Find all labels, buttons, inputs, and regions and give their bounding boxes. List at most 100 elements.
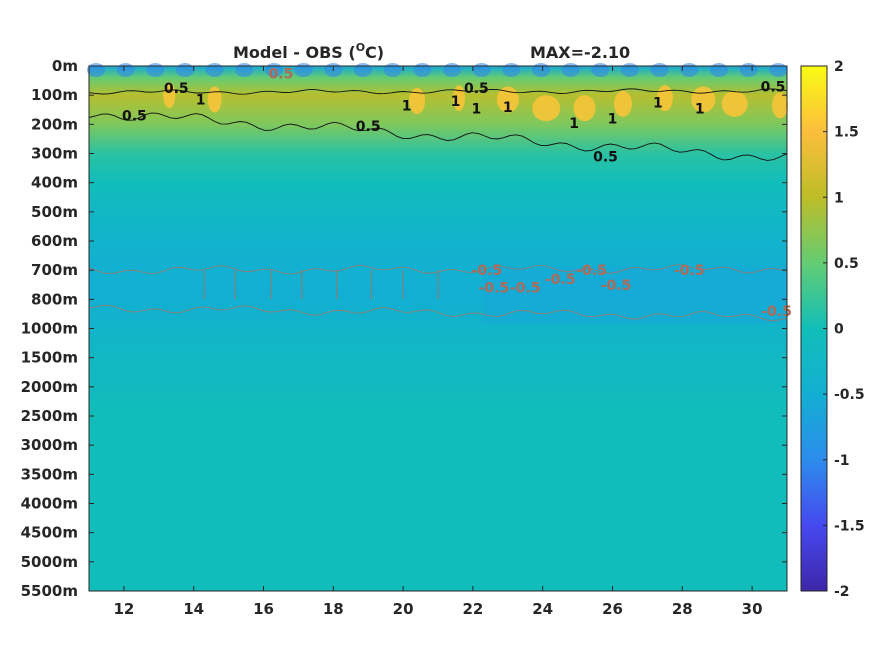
contour-line-0.5-lower (88, 112, 787, 161)
contour-label: 0.5 (593, 149, 618, 165)
x-axis: 12 14 16 18 20 22 24 26 28 30 (113, 66, 763, 618)
contour-label: 0.5 (761, 79, 786, 95)
y-tick-label: 500m (31, 203, 78, 221)
chart-title-main: Model - OBS ( (233, 43, 356, 62)
surface-cold-patch (205, 63, 224, 77)
x-tick-label: 22 (462, 600, 483, 618)
y-tick-label: 600m (31, 232, 78, 250)
y-tick-label: 700m (31, 261, 78, 279)
contour-label: 0.5 (356, 119, 381, 135)
x-tick-label: 26 (602, 600, 623, 618)
y-tick-label: 300m (31, 145, 78, 163)
y-tick-label: 3500m (21, 465, 78, 483)
y-axis: 0m 100m 200m 300m 400m 500m 600m 700m 800m 1000m 1… (21, 57, 787, 600)
contour-label: 1 (608, 112, 618, 128)
surface-cold-patch (413, 63, 432, 77)
colorbar-tick-label: 1 (834, 190, 844, 206)
contour-line-neg-0.5-lower (88, 304, 787, 322)
contour-label: 1 (653, 95, 663, 111)
chart-title-degree-sup: O (356, 41, 365, 54)
surface-cold-patch (294, 63, 313, 77)
surface-cold-patch (442, 63, 461, 77)
colorbar: 2 1.5 1 0.5 0 -0.5 -1 -1.5 -2 (800, 59, 865, 600)
subsurface-cold-patch (483, 267, 787, 323)
contour-label: -0.5 (479, 281, 510, 297)
x-tick-label: 14 (183, 600, 204, 618)
surface-cold-patch (739, 63, 758, 77)
contour-label: -0.5 (576, 263, 607, 279)
contour-label: 0.5 (269, 66, 294, 82)
x-tick-label: 20 (393, 600, 414, 618)
contour-label: -0.5 (674, 263, 705, 279)
contour-label: -0.5 (472, 263, 503, 279)
x-tick-label: 28 (672, 600, 693, 618)
contour-label: -0.5 (601, 278, 632, 294)
contour-label: -0.5 (510, 281, 541, 297)
surface-cold-patch (531, 63, 550, 77)
warm-anomaly-patch (452, 85, 465, 112)
x-tick-label: 30 (742, 600, 763, 618)
surface-cold-patch (86, 63, 105, 77)
y-tick-label: 3000m (21, 436, 78, 454)
y-tick-label: 1000m (21, 320, 78, 338)
colorbar-tick-label: -2 (834, 584, 850, 600)
warm-anomaly-patch (573, 95, 596, 122)
surface-cold-patch (561, 63, 580, 77)
y-tick-label: 400m (31, 174, 78, 192)
y-tick-label: 100m (31, 86, 78, 104)
surface-cold-patch (175, 63, 194, 77)
warm-anomaly-patch (496, 86, 519, 113)
colorbar-ticks: 2 1.5 1 0.5 0 -0.5 -1 -1.5 -2 (823, 59, 865, 600)
surface-cold-patch (472, 63, 491, 77)
surface-cold-patch (680, 63, 699, 77)
contour-line-0.5-upper (88, 88, 787, 95)
colorbar-tick-label: 0.5 (834, 256, 859, 272)
surface-cold-patch (235, 63, 254, 77)
warm-anomaly-patch (613, 90, 632, 117)
y-tick-label: 5500m (21, 582, 78, 600)
surface-cold-patch (116, 63, 135, 77)
contour-label: 0.5 (122, 109, 147, 125)
colorbar-tick-label: 2 (834, 59, 844, 75)
warm-anomaly-patch (772, 92, 789, 119)
colorbar-tick-label: 0 (834, 322, 844, 338)
contour-labels: 0.510.50.50.510.51 1 11 10.51 10.5-0.5-0.5 -0… (122, 66, 792, 320)
contour-label: 1 (196, 93, 206, 109)
contour-label: 1 (503, 100, 513, 116)
y-tick-label: 4500m (21, 524, 78, 542)
y-tick-label: 1500m (21, 349, 78, 367)
y-tick-label: 800m (31, 290, 78, 308)
max-value-label: MAX=-2.10 (530, 43, 630, 62)
heatmap-field (89, 66, 787, 591)
x-tick-label: 16 (253, 600, 274, 618)
surface-cold-patch (383, 63, 402, 77)
contour-label: 0.5 (164, 81, 189, 97)
y-tick-label: 5000m (21, 553, 78, 571)
surface-cold-patch (650, 63, 669, 77)
x-tick-label: 18 (323, 600, 344, 618)
colorbar-tick-label: -0.5 (834, 387, 865, 403)
contour-label: 1 (402, 98, 412, 114)
warm-anomaly-patch (409, 88, 426, 114)
warm-anomaly-patch (163, 82, 176, 109)
surface-cold-patch (769, 63, 788, 77)
y-tick-label: 0m (52, 57, 78, 75)
chart-title-unit: C) (365, 43, 384, 62)
surface-cold-patch (353, 63, 372, 77)
surface-cold-patch (620, 63, 639, 77)
warm-anomaly-patch (207, 86, 222, 113)
colorbar-gradient (801, 66, 827, 591)
x-tick-label: 24 (532, 600, 553, 618)
colorbar-tick-label: 1.5 (834, 125, 859, 141)
surface-cold-patch (591, 63, 610, 77)
surface-cold-patch (709, 63, 728, 77)
contour-lines (88, 88, 787, 322)
contour-label: 1 (472, 101, 482, 117)
y-tick-label: 2500m (21, 407, 78, 425)
colorbar-tick-label: -1 (834, 453, 850, 469)
y-tick-label: 200m (31, 115, 78, 133)
contour-label: -0.5 (545, 272, 576, 288)
colorbar-tick-label: -1.5 (834, 518, 865, 534)
contour-label: 1 (569, 116, 579, 132)
contour-label: 0.5 (464, 81, 489, 97)
